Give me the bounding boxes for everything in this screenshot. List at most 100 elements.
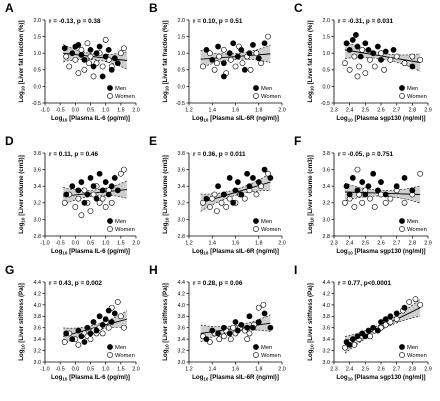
- y-tick-label: 2.8: [34, 234, 42, 240]
- ci-upper-line: [63, 310, 128, 329]
- point-men: [365, 327, 372, 334]
- ci-lower-line: [200, 190, 271, 212]
- point-men: [354, 187, 361, 194]
- point-men: [401, 304, 408, 311]
- x-tick-label: 2.7: [393, 108, 401, 114]
- y-tick-label: 3.4: [323, 184, 331, 190]
- point-women: [351, 53, 358, 60]
- panel-letter: D: [5, 134, 14, 148]
- point-men: [378, 179, 384, 185]
- point-men: [114, 187, 121, 194]
- x-tick-label: 1.8: [255, 108, 263, 114]
- x-tick-label: 1.5: [117, 108, 125, 114]
- point-men: [374, 187, 381, 194]
- y-tick-label: 4.0: [323, 303, 331, 309]
- point-women: [244, 336, 251, 343]
- point-men: [232, 187, 239, 194]
- point-women: [354, 166, 361, 173]
- y-tick-label: 1.5: [178, 35, 186, 41]
- y-tick-label: 0.5: [34, 68, 42, 74]
- point-women: [230, 324, 237, 331]
- y-tick-label: 3.4: [178, 337, 186, 343]
- point-men: [84, 324, 91, 331]
- x-tick-label: 2.0: [132, 367, 140, 373]
- x-tick-label: 1.5: [117, 241, 125, 247]
- x-tick-label: 2.5: [362, 241, 370, 247]
- panel-letter: I: [294, 263, 297, 277]
- point-women: [99, 63, 106, 70]
- point-men: [353, 32, 359, 38]
- point-men: [378, 56, 384, 63]
- point-men: [246, 183, 253, 190]
- y-tick-label: 2.0: [178, 18, 186, 24]
- stat-annotation: r = 0.10, p = 0.51: [193, 18, 243, 25]
- legend-women-marker: [107, 352, 113, 358]
- point-men: [382, 191, 389, 198]
- legend-women-marker: [399, 226, 405, 232]
- point-men: [108, 319, 115, 325]
- legend-men-label: Men: [115, 345, 126, 351]
- legend-men-marker: [399, 218, 405, 224]
- point-men: [261, 40, 268, 47]
- y-tick-label: 3.0: [323, 217, 331, 223]
- y-tick-label: 0.5: [178, 68, 186, 74]
- point-men: [69, 183, 76, 190]
- point-men: [246, 313, 253, 320]
- legend-men-label: Men: [261, 219, 272, 225]
- x-tick-label: 1.8: [255, 241, 263, 247]
- point-women: [351, 204, 358, 210]
- x-tick-label: 2.7: [393, 367, 401, 373]
- x-tick-label: 1.6: [232, 241, 240, 247]
- x-axis-label: Log10 [Plasma sIL-6R (ng/ml)]: [192, 115, 279, 123]
- point-men: [255, 55, 262, 62]
- legend-men-label: Men: [115, 219, 126, 225]
- y-tick-label: 3.4: [323, 337, 331, 343]
- point-men: [81, 56, 88, 63]
- point-men: [230, 40, 237, 47]
- point-women: [381, 66, 388, 73]
- y-tick-label: 3.4: [178, 184, 186, 190]
- point-men: [78, 51, 85, 58]
- point-women: [342, 199, 348, 206]
- point-men: [349, 174, 356, 181]
- point-men: [108, 183, 115, 190]
- point-women: [223, 204, 230, 210]
- point-women: [99, 330, 106, 337]
- x-tick-label: 2.4: [346, 108, 354, 114]
- point-men: [203, 195, 210, 202]
- point-men: [409, 63, 416, 70]
- point-women: [362, 70, 369, 77]
- point-men: [409, 187, 416, 194]
- panel-letter: A: [5, 1, 14, 15]
- point-women: [90, 73, 97, 80]
- y-axis-label: Log10 [Liver volume (cm3)]: [162, 155, 170, 234]
- x-tick-label: 2.3: [330, 241, 338, 247]
- legend-men-label: Men: [407, 219, 418, 225]
- y-tick-label: 1.0: [178, 51, 186, 57]
- legend-women-marker: [253, 226, 259, 232]
- point-women: [117, 50, 124, 57]
- x-tick-label: 1.0: [102, 108, 110, 114]
- legend-women-label: Women: [115, 94, 135, 100]
- point-men: [69, 50, 76, 57]
- point-men: [365, 183, 372, 190]
- legend-men-marker: [399, 344, 405, 350]
- point-women: [246, 330, 253, 337]
- x-tick-label: 2.6: [377, 367, 385, 373]
- x-tick-label: 2.5: [362, 108, 370, 114]
- point-women: [102, 204, 109, 210]
- point-men: [370, 50, 377, 57]
- y-tick-label: -0.5: [176, 101, 185, 107]
- x-tick-label: 1.4: [209, 108, 217, 114]
- legend-women-marker: [107, 226, 113, 232]
- point-women: [227, 56, 234, 63]
- ci-lower-line: [200, 58, 271, 69]
- y-tick-label: 0.5: [323, 68, 331, 74]
- point-men: [78, 333, 85, 340]
- point-men: [99, 187, 106, 194]
- stat-annotation: r = 0.28, p = 0.06: [193, 280, 243, 287]
- point-men: [374, 43, 381, 50]
- point-women: [200, 199, 206, 206]
- legend-men-marker: [107, 344, 113, 350]
- point-women: [78, 212, 85, 219]
